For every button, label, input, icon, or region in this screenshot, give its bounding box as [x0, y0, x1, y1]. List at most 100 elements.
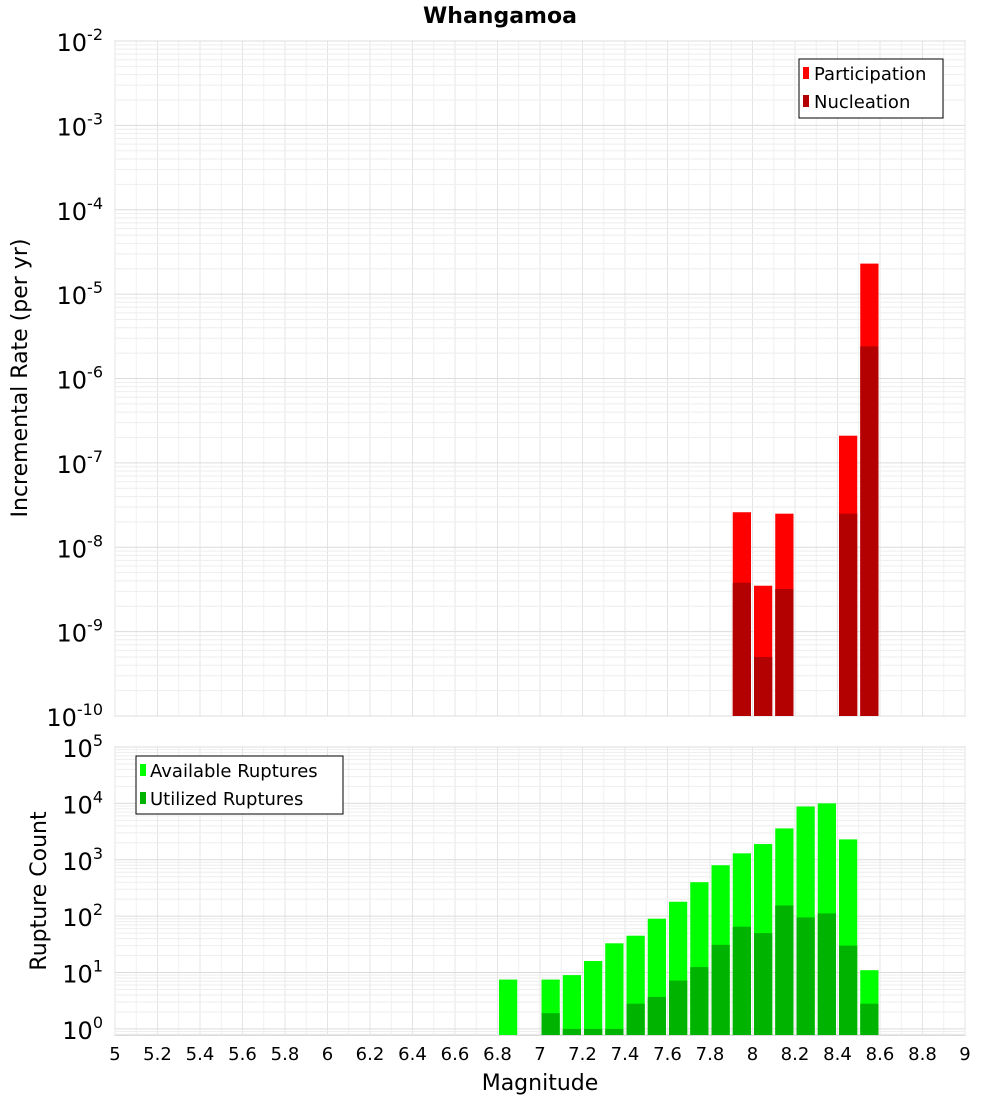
bar-utilized-ruptures — [690, 967, 709, 1035]
bar-available-ruptures — [605, 943, 624, 1035]
y-tick-exponent: -5 — [87, 278, 103, 297]
y-tick-base: 10 — [62, 735, 93, 763]
y-tick-base: 10 — [57, 198, 88, 226]
legend-swatch-nucleation — [803, 95, 809, 107]
bar-utilized-ruptures — [605, 1028, 624, 1035]
bar-available-ruptures — [562, 975, 581, 1035]
top-y-axis-label: Incremental Rate (per yr) — [8, 239, 33, 518]
y-tick-label: 102 — [62, 900, 103, 932]
y-tick-label: 10-7 — [57, 447, 104, 479]
legend-box — [798, 58, 944, 119]
y-tick-label: 10-9 — [57, 616, 104, 648]
top-grid — [114, 40, 966, 717]
y-tick-base: 10 — [57, 113, 88, 141]
y-tick-base: 10 — [46, 704, 77, 732]
legend-swatch-available — [140, 764, 146, 776]
bar-utilized-ruptures — [860, 1003, 879, 1035]
bar-utilized-ruptures — [817, 913, 836, 1035]
legend-swatch-participation — [803, 67, 809, 79]
y-tick-exponent: -8 — [87, 531, 103, 550]
x-tick-label: 5.4 — [186, 1044, 215, 1065]
y-tick-base: 10 — [62, 848, 93, 876]
bottom-bars — [499, 803, 879, 1035]
y-tick-base: 10 — [62, 961, 93, 989]
x-tick-label: 7.8 — [696, 1044, 725, 1065]
y-tick-label: 10-5 — [57, 278, 104, 310]
y-tick-exponent: 3 — [93, 844, 103, 863]
y-tick-exponent: -3 — [87, 109, 103, 128]
bar-utilized-ruptures — [754, 933, 773, 1035]
bar-utilized-ruptures — [732, 926, 751, 1035]
y-tick-label: 10-8 — [57, 531, 104, 563]
x-ticks: 5 5.2 5.4 5.6 5.8 6 6.2 6.4 6.6 6.8 7 7.2 7.4 7.6 7.8 8… — [109, 1044, 970, 1065]
bar-utilized-ruptures — [626, 1003, 645, 1035]
y-tick-label: 105 — [62, 731, 103, 763]
x-tick-label: 6.2 — [356, 1044, 385, 1065]
x-tick-label: 5 — [109, 1044, 120, 1065]
bar-nucleation — [754, 657, 773, 716]
y-tick-exponent: -2 — [87, 25, 103, 44]
x-tick-label: 8.6 — [866, 1044, 895, 1065]
y-tick-base: 10 — [57, 282, 88, 310]
legend-label-participation: Participation — [814, 64, 926, 85]
x-tick-label: 7.4 — [611, 1044, 640, 1065]
y-tick-label: 100 — [62, 1013, 103, 1045]
top-y-ticks: 10-210-310-410-510-610-710-810-910-10 — [46, 25, 103, 732]
bar-utilized-ruptures — [711, 944, 730, 1035]
bar-utilized-ruptures — [647, 996, 666, 1035]
x-tick-label: 7.6 — [653, 1044, 682, 1065]
bar-utilized-ruptures — [775, 905, 794, 1035]
bar-nucleation — [839, 513, 858, 716]
y-tick-exponent: -9 — [87, 616, 103, 635]
chart-title: Whangamoa — [423, 4, 577, 29]
x-tick-label: 8.8 — [908, 1044, 937, 1065]
x-tick-label: 5.6 — [228, 1044, 257, 1065]
bar-nucleation — [860, 346, 879, 716]
y-tick-exponent: 2 — [93, 900, 103, 919]
y-tick-exponent: 5 — [93, 731, 103, 750]
y-tick-base: 10 — [57, 535, 88, 563]
bar-nucleation — [775, 589, 794, 716]
legend-label-utilized: Utilized Ruptures — [150, 789, 303, 810]
x-tick-label: 6.6 — [441, 1044, 470, 1065]
y-tick-base: 10 — [57, 367, 88, 395]
bar-utilized-ruptures — [669, 980, 688, 1035]
x-tick-label: 5.2 — [143, 1044, 172, 1065]
y-tick-label: 10-10 — [46, 700, 103, 732]
y-tick-label: 104 — [62, 787, 103, 819]
y-tick-exponent: 1 — [93, 957, 103, 976]
top-panel: 10-210-310-410-510-610-710-810-910-10 In… — [8, 25, 966, 732]
x-tick-label: 6.8 — [483, 1044, 512, 1065]
y-tick-exponent: 4 — [93, 787, 103, 806]
legend-label-nucleation: Nucleation — [814, 92, 910, 113]
x-tick-label: 6.4 — [398, 1044, 427, 1065]
x-tick-label: 7 — [534, 1044, 545, 1065]
y-tick-base: 10 — [62, 791, 93, 819]
y-tick-base: 10 — [57, 451, 88, 479]
top-legend: Participation Nucleation — [798, 58, 944, 119]
bar-available-ruptures — [499, 979, 518, 1035]
legend-box — [135, 755, 344, 815]
y-tick-exponent: -6 — [87, 363, 103, 382]
y-tick-label: 10-3 — [57, 109, 104, 141]
legend-label-available: Available Ruptures — [150, 761, 318, 782]
bar-utilized-ruptures — [796, 917, 815, 1035]
bar-utilized-ruptures — [584, 1028, 603, 1035]
y-tick-exponent: -7 — [87, 447, 103, 466]
x-tick-label: 9 — [959, 1044, 970, 1065]
y-tick-base: 10 — [57, 620, 88, 648]
x-tick-label: 8.2 — [781, 1044, 810, 1065]
bar-nucleation — [732, 582, 751, 716]
bar-utilized-ruptures — [562, 1028, 581, 1035]
x-tick-label: 7.2 — [568, 1044, 597, 1065]
y-tick-label: 10-2 — [57, 25, 104, 57]
legend-swatch-utilized — [140, 792, 146, 804]
y-tick-label: 103 — [62, 844, 103, 876]
y-tick-base: 10 — [62, 1017, 93, 1045]
bottom-legend: Available Ruptures Utilized Ruptures — [135, 755, 344, 815]
y-tick-base: 10 — [57, 29, 88, 57]
x-tick-label: 6 — [322, 1044, 333, 1065]
